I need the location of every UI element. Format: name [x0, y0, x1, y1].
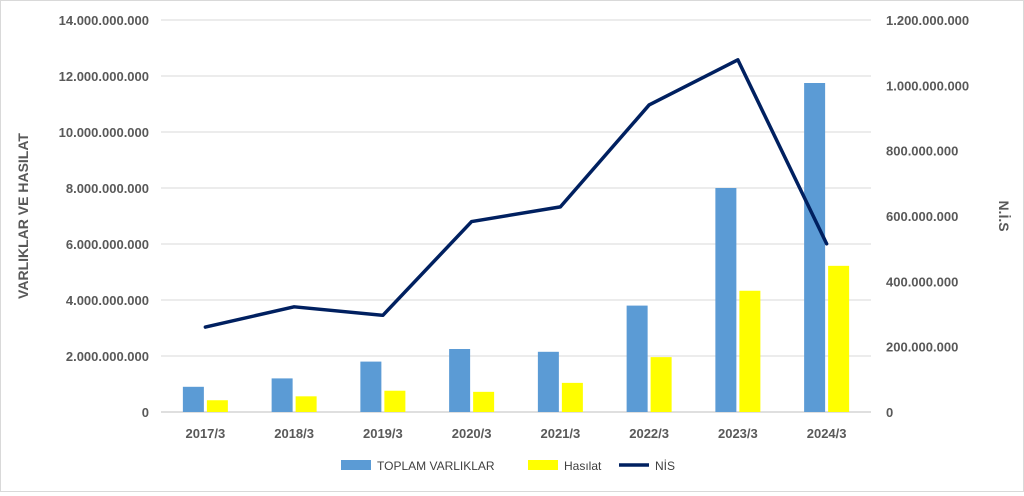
x-tick-label: 2022/3 [629, 426, 669, 441]
left-axis-ticks: 0 2.000.000.000 4.000.000.000 6.000.000.000… [59, 13, 149, 420]
bar [537, 351, 559, 412]
right-tick-label: 800.000.000 [886, 144, 958, 159]
bar [271, 378, 293, 412]
legend-swatch [341, 460, 371, 470]
bar [561, 382, 583, 412]
bar [182, 386, 204, 412]
line-point [470, 220, 474, 224]
bar [384, 390, 406, 412]
bar [449, 349, 471, 412]
x-axis-ticks: 2017/3 2018/3 2019/3 2020/3 2021/3 2022/3 2023… [185, 426, 846, 441]
line-point [558, 205, 562, 209]
left-tick-label: 0 [142, 405, 149, 420]
x-tick-label: 2023/3 [718, 426, 758, 441]
legend-label: Hasılat [564, 459, 602, 473]
legend-label: TOPLAM VARLIKLAR [377, 459, 495, 473]
line-point [381, 313, 385, 317]
gridlines [161, 19, 871, 413]
bar [295, 396, 317, 412]
line-point [292, 305, 296, 309]
bar [804, 83, 826, 412]
left-tick-label: 6.000.000.000 [66, 237, 149, 252]
right-tick-label: 1.200.000.000 [886, 13, 969, 28]
bar-series-group [182, 83, 850, 412]
bar [650, 357, 672, 412]
left-tick-label: 14.000.000.000 [59, 13, 149, 28]
bar [626, 305, 648, 412]
bar [206, 400, 228, 412]
bar [360, 361, 382, 412]
x-tick-label: 2021/3 [540, 426, 580, 441]
x-tick-label: 2020/3 [452, 426, 492, 441]
left-tick-label: 10.000.000.000 [59, 125, 149, 140]
legend: TOPLAM VARLIKLAR Hasılat NİS [341, 459, 675, 473]
right-tick-label: 600.000.000 [886, 209, 958, 224]
right-tick-label: 1.000.000.000 [886, 78, 969, 93]
bar [739, 290, 761, 412]
left-tick-label: 4.000.000.000 [66, 293, 149, 308]
series-line [203, 58, 829, 329]
left-tick-label: 8.000.000.000 [66, 181, 149, 196]
left-tick-label: 12.000.000.000 [59, 69, 149, 84]
x-tick-label: 2017/3 [185, 426, 225, 441]
right-axis-title: N.İ.S [996, 200, 1012, 231]
line-point [203, 325, 207, 329]
x-tick-label: 2019/3 [363, 426, 403, 441]
line-point [736, 58, 740, 62]
bar [828, 265, 850, 412]
left-tick-label: 2.000.000.000 [66, 349, 149, 364]
x-tick-label: 2024/3 [807, 426, 847, 441]
right-tick-label: 0 [886, 405, 893, 420]
left-axis-title: VARLIKLAR VE HASILAT [15, 133, 31, 299]
right-axis-ticks: 0 200.000.000 400.000.000 600.000.000 800.00… [886, 13, 969, 420]
bar [715, 188, 737, 412]
line-point [825, 242, 829, 246]
line-point [647, 103, 651, 107]
right-tick-label: 200.000.000 [886, 340, 958, 355]
legend-label: NİS [655, 459, 675, 473]
legend-swatch [528, 460, 558, 470]
bar [473, 391, 495, 412]
right-tick-label: 400.000.000 [886, 274, 958, 289]
line-series-group [203, 58, 829, 329]
x-tick-label: 2018/3 [274, 426, 314, 441]
